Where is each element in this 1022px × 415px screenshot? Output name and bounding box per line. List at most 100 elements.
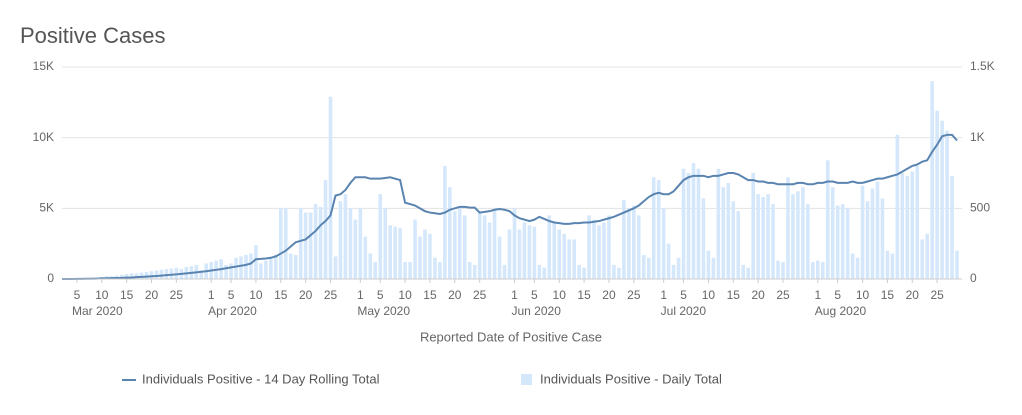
x-tick-label: 15: [274, 288, 288, 302]
bar: [661, 208, 666, 279]
legend-label: Individuals Positive - Daily Total: [540, 371, 722, 386]
x-tick-label: 1: [814, 288, 821, 302]
bar: [925, 233, 929, 279]
bar: [811, 262, 815, 279]
x-tick-label: 10: [398, 288, 412, 302]
bar: [781, 262, 785, 279]
bar: [278, 208, 283, 279]
bar: [517, 229, 522, 279]
bar: [378, 194, 383, 279]
bar: [820, 262, 825, 279]
x-tick-label: 10: [856, 288, 870, 302]
bar: [303, 212, 308, 279]
bar: [786, 177, 790, 279]
bar: [706, 250, 711, 279]
bar: [353, 219, 358, 279]
bar: [333, 256, 338, 279]
bar: [313, 204, 318, 279]
bar: [492, 208, 497, 279]
bar: [582, 267, 586, 279]
bar: [502, 264, 507, 279]
x-axis-title: Reported Date of Positive Case: [420, 329, 602, 344]
bar: [497, 236, 502, 279]
bar: [646, 257, 651, 279]
bar: [512, 208, 517, 279]
bar: [562, 233, 567, 279]
bar: [666, 243, 671, 279]
x-tick-label: 20: [602, 288, 616, 302]
bar: [855, 257, 860, 279]
bar: [766, 194, 770, 279]
bar: [736, 211, 741, 279]
bar: [950, 175, 954, 279]
x-tick-label: 5: [74, 288, 81, 302]
bar: [845, 208, 850, 279]
bar: [945, 130, 949, 279]
bar: [691, 163, 696, 279]
bar: [791, 194, 795, 279]
bar: [761, 197, 765, 279]
bar: [751, 173, 755, 279]
bar: [254, 245, 258, 279]
bar: [159, 269, 164, 279]
bar: [602, 222, 606, 279]
bar: [716, 168, 721, 279]
month-label: Jun 2020: [511, 304, 561, 318]
bar: [527, 225, 532, 279]
bar: [467, 262, 472, 279]
bar: [358, 208, 363, 279]
month-label: May 2020: [357, 304, 410, 318]
x-tick-label: 5: [377, 288, 384, 302]
x-tick-label: 15: [881, 288, 895, 302]
x-tick-label: 20: [145, 288, 159, 302]
x-tick-label: 25: [627, 288, 641, 302]
x-tick-label: 15: [727, 288, 741, 302]
bar: [557, 229, 562, 279]
legend-item: Individuals Positive - 14 Day Rolling To…: [122, 371, 380, 386]
x-tick-label: 25: [776, 288, 790, 302]
bar: [547, 215, 552, 279]
bar: [696, 168, 701, 279]
x-tick-label: 5: [228, 288, 235, 302]
bar: [154, 270, 159, 279]
bar: [612, 264, 616, 279]
month-label: Aug 2020: [815, 304, 867, 318]
bar: [363, 236, 368, 279]
y2-tick-label: 500: [970, 201, 990, 215]
bar: [239, 256, 243, 279]
bar: [124, 274, 129, 279]
bar: [348, 208, 353, 279]
x-tick-label: 1: [660, 288, 667, 302]
bar: [806, 204, 810, 279]
legend-item: Individuals Positive - Daily Total: [521, 371, 722, 386]
bar: [895, 134, 900, 279]
bar: [870, 188, 875, 279]
bar: [274, 254, 278, 279]
y-tick-label: 0: [47, 271, 54, 285]
bar: [676, 257, 681, 279]
bar: [875, 181, 880, 279]
x-tick-label: 15: [577, 288, 591, 302]
bar: [328, 96, 333, 280]
bar: [641, 254, 646, 279]
bar: [622, 199, 626, 279]
bar: [418, 236, 422, 279]
bar: [935, 110, 939, 280]
y-tick-label: 10K: [33, 130, 54, 144]
bar: [731, 201, 736, 279]
bar: [199, 270, 204, 279]
bar: [686, 173, 691, 279]
bar: [880, 198, 885, 279]
bar: [293, 254, 298, 279]
bar: [850, 253, 855, 279]
bar: [577, 264, 581, 279]
bar: [343, 194, 348, 279]
y2-tick-label: 0: [970, 271, 977, 285]
bar: [542, 267, 547, 279]
bar: [169, 268, 174, 279]
x-tick-label: 1: [511, 288, 518, 302]
bar: [865, 201, 870, 279]
x-tick-label: 5: [834, 288, 841, 302]
bar: [860, 185, 865, 279]
